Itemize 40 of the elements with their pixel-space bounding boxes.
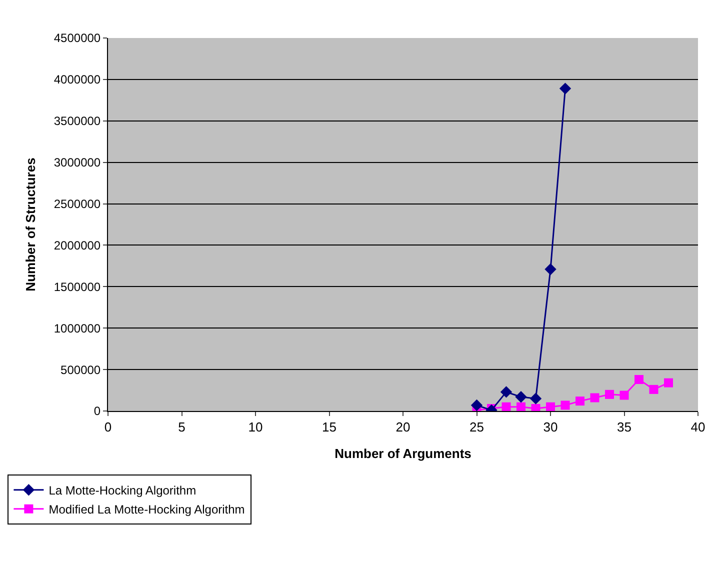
- x-axis-title: Number of Arguments: [334, 446, 472, 462]
- point: [502, 402, 511, 411]
- y-tick-label: 4500000: [54, 31, 101, 46]
- point: [530, 392, 542, 404]
- point: [544, 263, 556, 276]
- y-tick-label: 3500000: [54, 114, 101, 128]
- y-tick-label: 1500000: [54, 280, 101, 294]
- y-tick-label: 0: [94, 404, 101, 418]
- y-axis-title: Number of Structures: [22, 158, 38, 292]
- point: [560, 400, 570, 410]
- y-tick-label: 2500000: [54, 196, 101, 211]
- x-tick-label: 35: [617, 420, 632, 435]
- x-tick-label: 15: [322, 420, 336, 435]
- x-tick-label: 30: [543, 420, 558, 435]
- x-tick-label: 40: [690, 420, 706, 435]
- point: [590, 393, 600, 402]
- legend-label: La Motte-Hocking Algorithm: [48, 484, 196, 498]
- y-tick-label: 4000000: [54, 72, 101, 87]
- y-tick-label: 500000: [60, 362, 101, 377]
- x-tick-label: 10: [248, 420, 263, 435]
- point: [559, 82, 572, 94]
- x-tick-label: 0: [104, 420, 112, 435]
- point: [605, 390, 614, 399]
- point: [664, 378, 673, 388]
- point: [516, 402, 526, 411]
- point: [546, 402, 555, 411]
- y-tick-label: 2000000: [54, 238, 101, 252]
- point: [470, 399, 483, 411]
- point: [500, 386, 512, 398]
- point: [515, 391, 527, 403]
- point: [576, 396, 584, 406]
- point: [649, 384, 658, 394]
- x-tick-label: 20: [396, 420, 410, 435]
- x-tick-label: 5: [178, 420, 186, 435]
- y-tick-label: 1000000: [54, 321, 101, 336]
- x-tick-label: 25: [470, 420, 484, 435]
- legend-label: Modified La Motte-Hocking Algorithm: [48, 502, 245, 517]
- point: [634, 375, 644, 384]
- y-tick-label: 3000000: [54, 156, 101, 170]
- point: [620, 390, 629, 400]
